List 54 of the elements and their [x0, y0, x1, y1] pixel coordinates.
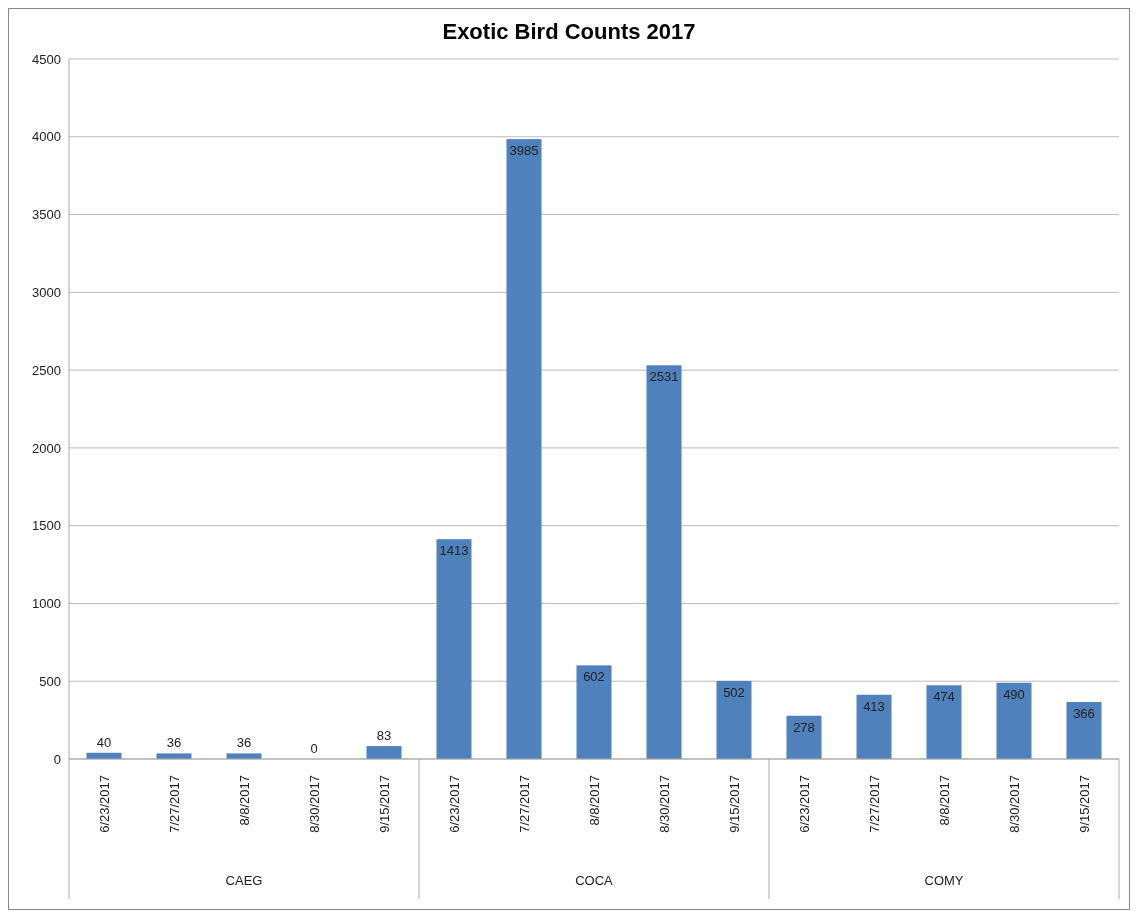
bar [436, 539, 472, 759]
y-tick-label: 4500 [32, 51, 61, 67]
x-tick-label: 9/15/2017 [726, 775, 742, 833]
x-tick-label: 9/15/2017 [376, 775, 392, 833]
x-tick-label: 8/8/2017 [936, 775, 952, 826]
data-label: 36 [166, 735, 182, 751]
x-tick-label: 6/23/2017 [96, 775, 112, 833]
bar [926, 685, 962, 759]
x-tick-label: 7/27/2017 [866, 775, 882, 833]
data-label: 278 [793, 719, 815, 735]
x-tick-label: 8/30/2017 [306, 775, 322, 833]
x-tick-label: 8/8/2017 [586, 775, 602, 826]
data-label: 490 [1003, 686, 1025, 702]
data-label: 413 [863, 698, 885, 714]
bar [716, 680, 752, 759]
y-tick-label: 1000 [32, 596, 61, 612]
x-tick-label: 8/8/2017 [236, 775, 252, 826]
x-tick-label: 6/23/2017 [796, 775, 812, 833]
data-label: 83 [376, 728, 392, 744]
y-tick-label: 3000 [32, 284, 61, 300]
text: COMY [924, 873, 964, 888]
data-label: 2531 [649, 369, 679, 385]
x-tick-label: 8/30/2017 [656, 775, 672, 833]
data-label: 502 [723, 684, 745, 700]
data-label: 40 [96, 734, 112, 750]
y-tick-label: 1500 [32, 518, 61, 534]
data-label: 1413 [439, 543, 469, 559]
data-label: 602 [583, 669, 605, 685]
x-tick-label: 6/23/2017 [446, 775, 462, 833]
x-tick-label: 8/30/2017 [1006, 775, 1022, 833]
bar [996, 682, 1032, 759]
x-tick-label: 9/15/2017 [1076, 775, 1092, 833]
bar [856, 694, 892, 759]
y-tick-label: 0 [53, 751, 61, 767]
y-tick-label: 4000 [32, 129, 61, 145]
bar [366, 746, 402, 759]
x-tick-label: 7/27/2017 [166, 775, 182, 833]
chart-title: Exotic Bird Counts 2017 [441, 19, 697, 45]
bar [576, 665, 612, 759]
y-tick-label: 3500 [32, 207, 61, 223]
text: CAEG [225, 873, 263, 888]
data-label: 474 [933, 689, 955, 705]
data-label: 3985 [509, 143, 539, 159]
data-label: 36 [236, 735, 252, 751]
bar [506, 139, 542, 759]
x-tick-label: 7/27/2017 [516, 775, 532, 833]
y-tick-label: 500 [39, 673, 61, 689]
y-tick-label: 2000 [32, 440, 61, 456]
bar [1066, 702, 1102, 759]
text: COCA [575, 873, 614, 888]
data-label: 366 [1073, 706, 1095, 722]
data-label: 0 [310, 741, 318, 756]
y-tick-label: 2500 [32, 362, 61, 378]
bar [646, 365, 682, 759]
